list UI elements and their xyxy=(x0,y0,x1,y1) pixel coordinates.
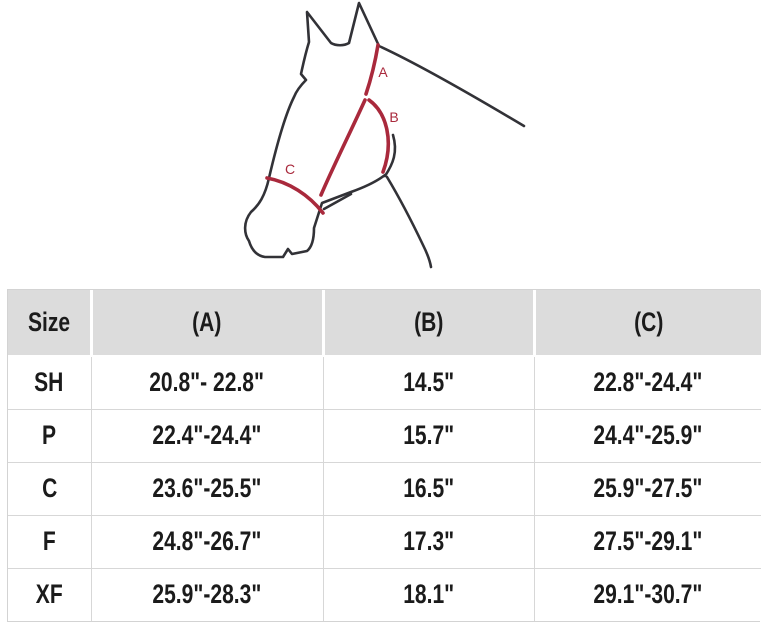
size-cell: F xyxy=(8,514,92,569)
column-header-size: Size xyxy=(8,290,93,357)
halter-strap-c xyxy=(265,176,325,215)
column-header-c-label: (C) xyxy=(633,307,663,337)
col-a-value: 22.4"-24.4" xyxy=(152,420,262,450)
col-a-cell: 25.9"-28.3" xyxy=(90,567,324,621)
col-b-value: 16.5" xyxy=(403,473,454,503)
size-cell: P xyxy=(8,408,92,463)
table-row-f: F 24.8"-26.7" 17.3" 27.5"-29.1" xyxy=(8,514,761,569)
col-c-cell: 25.9"-27.5" xyxy=(533,461,761,516)
table-row-p: P 22.4"-24.4" 15.7" 24.4"-25.9" xyxy=(8,408,761,463)
col-a-cell: 22.4"-24.4" xyxy=(90,408,324,463)
horse-head-diagram: A B C xyxy=(0,0,767,290)
col-a-value: 25.9"-28.3" xyxy=(152,579,262,610)
col-c-cell: 27.5"-29.1" xyxy=(533,514,761,569)
col-c-cell: 22.8"-24.4" xyxy=(533,355,761,410)
column-header-c: (C) xyxy=(532,290,761,357)
size-value: SH xyxy=(34,367,64,398)
size-value: C xyxy=(41,473,57,503)
horse-head-svg: A B C xyxy=(243,1,526,269)
col-a-value: 24.8"-26.7" xyxy=(152,526,262,556)
size-value: P xyxy=(42,420,57,450)
halter-strap-b xyxy=(367,98,391,174)
strap-label-b: B xyxy=(389,109,398,125)
col-b-value: 17.3" xyxy=(403,526,454,556)
col-a-cell: 20.8"- 22.8" xyxy=(90,355,324,410)
col-a-value: 23.6"-25.5" xyxy=(152,473,262,503)
size-value: F xyxy=(42,526,56,556)
size-chart: Size (A) (B) (C) SH 20.8"- 22.8" 14.5" 2… xyxy=(7,289,761,622)
col-b-cell: 18.1" xyxy=(322,567,535,621)
column-header-size-label: Size xyxy=(27,307,70,337)
col-c-value: 24.4"-25.9" xyxy=(593,420,703,450)
col-b-cell: 16.5" xyxy=(322,461,535,516)
strap-label-a: A xyxy=(378,64,388,80)
table-row-sh: SH 20.8"- 22.8" 14.5" 22.8"-24.4" xyxy=(8,355,761,410)
halter-strap-a xyxy=(364,43,380,96)
col-b-cell: 15.7" xyxy=(322,408,535,463)
col-b-cell: 14.5" xyxy=(322,355,535,410)
table-row-xf: XF 25.9"-28.3" 18.1" 29.1"-30.7" xyxy=(8,567,761,621)
horse-jowl-curve xyxy=(383,133,397,178)
col-c-value: 27.5"-29.1" xyxy=(593,526,703,556)
size-cell: C xyxy=(8,461,92,516)
col-c-value: 29.1"-30.7" xyxy=(593,579,703,610)
table-row-c: C 23.6"-25.5" 16.5" 25.9"-27.5" xyxy=(8,461,761,516)
column-header-a-label: (A) xyxy=(192,307,222,337)
col-b-cell: 17.3" xyxy=(322,514,535,569)
size-table-body: SH 20.8"- 22.8" 14.5" 22.8"-24.4" P 22.4… xyxy=(8,355,761,621)
size-cell: SH xyxy=(8,355,92,410)
header-row: Size (A) (B) (C) xyxy=(8,290,761,357)
col-b-value: 15.7" xyxy=(403,420,454,450)
strap-labels-group: A B C xyxy=(285,64,399,177)
horse-outline-path xyxy=(243,1,526,259)
col-a-value: 20.8"- 22.8" xyxy=(149,367,265,398)
column-header-b-label: (B) xyxy=(413,307,444,337)
size-table-header: Size (A) (B) (C) xyxy=(8,290,761,357)
col-a-cell: 23.6"-25.5" xyxy=(90,461,324,516)
col-c-value: 22.8"-24.4" xyxy=(593,367,703,398)
halter-strap-cheekpiece xyxy=(319,98,367,197)
size-value: XF xyxy=(35,579,63,610)
horse-jaw-line xyxy=(322,192,353,211)
col-c-value: 25.9"-27.5" xyxy=(593,473,703,503)
col-b-value: 18.1" xyxy=(403,579,454,610)
horse-shoulder-line xyxy=(385,175,433,269)
column-header-a: (A) xyxy=(89,290,325,357)
halter-straps-group xyxy=(265,43,391,215)
col-c-cell: 24.4"-25.9" xyxy=(533,408,761,463)
size-cell: XF xyxy=(8,567,92,621)
size-table: Size (A) (B) (C) SH 20.8"- 22.8" 14.5" 2… xyxy=(8,290,761,621)
horse-outline-group xyxy=(243,1,526,269)
col-c-cell: 29.1"-30.7" xyxy=(533,567,761,621)
col-a-cell: 24.8"-26.7" xyxy=(90,514,324,569)
col-b-value: 14.5" xyxy=(403,367,454,398)
column-header-b: (B) xyxy=(321,290,536,357)
strap-label-c: C xyxy=(285,161,295,177)
